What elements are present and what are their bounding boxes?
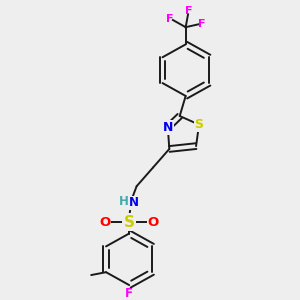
Text: O: O xyxy=(148,215,159,229)
Text: S: S xyxy=(194,118,203,131)
Text: N: N xyxy=(129,196,139,209)
Text: F: F xyxy=(198,19,206,29)
Text: O: O xyxy=(100,215,111,229)
Text: F: F xyxy=(125,286,133,300)
Text: F: F xyxy=(185,6,192,16)
Text: H: H xyxy=(119,195,129,208)
Text: S: S xyxy=(124,214,135,230)
Text: N: N xyxy=(163,121,173,134)
Text: F: F xyxy=(166,14,173,24)
